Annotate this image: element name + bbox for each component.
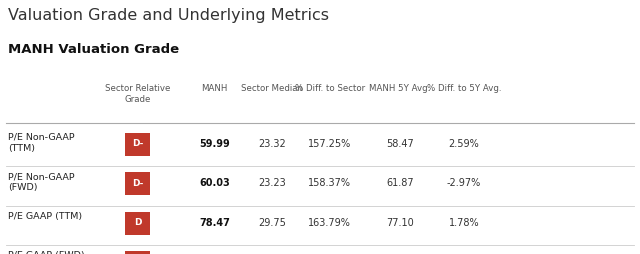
Text: 157.25%: 157.25% [308, 138, 351, 148]
Text: D: D [134, 217, 141, 227]
Text: Valuation Grade and Underlying Metrics: Valuation Grade and Underlying Metrics [8, 8, 329, 23]
Text: P/E Non-GAAP
(TTM): P/E Non-GAAP (TTM) [8, 132, 74, 152]
Text: MANH: MANH [201, 84, 228, 93]
Text: Sector Median: Sector Median [241, 84, 303, 93]
Text: 23.23: 23.23 [258, 178, 286, 188]
Text: 163.79%: 163.79% [308, 217, 351, 227]
Text: 59.99: 59.99 [199, 138, 230, 148]
Text: D-: D- [132, 139, 143, 148]
Text: 77.10: 77.10 [386, 217, 414, 227]
Text: 1.78%: 1.78% [449, 217, 479, 227]
Text: -2.97%: -2.97% [447, 178, 481, 188]
Text: 61.87: 61.87 [386, 178, 414, 188]
Text: MANH 5Y Avg.: MANH 5Y Avg. [369, 84, 431, 93]
Text: % Diff. to Sector: % Diff. to Sector [294, 84, 365, 93]
Text: Sector Relative
Grade: Sector Relative Grade [105, 84, 170, 104]
Text: 158.37%: 158.37% [308, 178, 351, 188]
Text: 78.47: 78.47 [199, 217, 230, 227]
Text: MANH Valuation Grade: MANH Valuation Grade [8, 43, 179, 56]
Text: 2.59%: 2.59% [449, 138, 479, 148]
Text: F: F [180, 47, 188, 60]
Text: 60.03: 60.03 [199, 178, 230, 188]
Text: 29.75: 29.75 [258, 217, 286, 227]
Text: P/E GAAP (FWD): P/E GAAP (FWD) [8, 250, 84, 254]
Text: D-: D- [132, 178, 143, 187]
Text: 58.47: 58.47 [386, 138, 414, 148]
Text: P/E Non-GAAP
(FWD): P/E Non-GAAP (FWD) [8, 171, 74, 192]
Text: % Diff. to 5Y Avg.: % Diff. to 5Y Avg. [427, 84, 501, 93]
Text: 23.32: 23.32 [258, 138, 286, 148]
Text: P/E GAAP (TTM): P/E GAAP (TTM) [8, 211, 82, 220]
